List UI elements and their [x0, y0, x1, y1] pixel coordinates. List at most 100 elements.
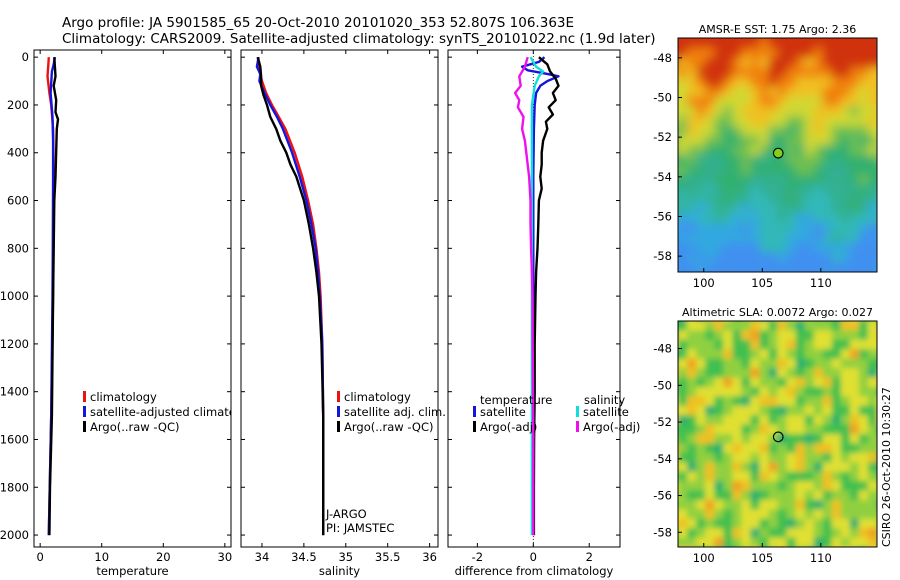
map-cell — [723, 537, 733, 547]
map-cell — [822, 174, 833, 185]
map-cell — [813, 396, 824, 407]
map-cell — [732, 471, 742, 482]
map-cell — [813, 386, 824, 397]
map-cell — [759, 86, 770, 98]
map-cell — [732, 396, 742, 407]
map-cell — [741, 174, 751, 185]
map-cell — [759, 518, 770, 529]
map-cell — [759, 125, 770, 137]
map-cell — [786, 164, 797, 176]
map-cell — [705, 77, 715, 88]
map-cell — [696, 155, 706, 166]
map-cell — [759, 339, 770, 350]
map-cell — [723, 321, 733, 332]
map-cell — [750, 518, 761, 529]
map-cell — [786, 86, 797, 98]
map-cell — [858, 405, 869, 416]
map-cell — [777, 125, 788, 137]
map-cell — [678, 471, 688, 482]
map-cell — [804, 145, 815, 156]
map-cell — [867, 349, 877, 360]
map-cell — [759, 499, 770, 510]
map-cell — [822, 67, 833, 78]
map-cell — [705, 174, 715, 185]
map-cell — [849, 184, 860, 195]
map-cell — [768, 471, 779, 482]
map-cell — [813, 509, 824, 520]
map-cell — [786, 125, 797, 137]
y-tick-label: 400 — [7, 146, 29, 160]
map-cell — [696, 499, 706, 510]
map-cell — [804, 233, 815, 244]
map-cell — [831, 252, 842, 263]
x-tick-label: 30 — [218, 550, 233, 564]
map-cell — [732, 145, 742, 156]
map-cell — [768, 415, 779, 426]
map-cell — [804, 339, 815, 350]
map-cell — [858, 57, 869, 68]
map-cell — [831, 262, 842, 272]
map-cell — [714, 368, 724, 379]
legend-swatch — [473, 406, 476, 417]
series-line-salinity-argo-adj — [513, 56, 535, 536]
map-cell — [696, 86, 706, 98]
map-cell — [741, 547, 751, 557]
map-cell — [777, 396, 788, 407]
map-cell — [822, 106, 833, 117]
map-cell — [678, 86, 688, 98]
map-cell — [705, 213, 715, 224]
map-cell — [759, 330, 770, 341]
map-cell — [723, 135, 733, 146]
map-cell — [804, 509, 815, 520]
map-cell — [822, 424, 833, 435]
map-cell — [678, 145, 679, 156]
map-cell — [877, 155, 887, 165]
map-cell — [840, 57, 851, 68]
map-cell — [804, 396, 815, 407]
map-cell — [741, 499, 751, 510]
map-cell — [831, 509, 842, 520]
map-cell — [831, 164, 842, 176]
map-cell — [723, 386, 733, 397]
map-cell — [849, 462, 860, 473]
map-cell — [723, 405, 733, 416]
map-cell — [813, 213, 824, 224]
map-cell — [750, 405, 761, 416]
map-cell — [831, 490, 842, 501]
map-cell — [831, 242, 842, 254]
map-cell — [795, 242, 806, 254]
map-cell — [813, 528, 824, 539]
map-cell — [822, 434, 833, 445]
map-cell — [723, 174, 733, 185]
map-cell — [759, 155, 770, 166]
map-cell — [741, 47, 751, 59]
map-cell — [822, 213, 833, 224]
map-cell — [795, 452, 806, 463]
map-cell — [714, 471, 724, 482]
footer-timestamp: CSIRO 26-Oct-2010 10:30:27 — [880, 387, 893, 547]
map-cell — [786, 57, 797, 68]
map-cell — [723, 528, 733, 539]
map-cell — [877, 126, 887, 136]
map-cell — [678, 528, 688, 539]
map-cell — [777, 174, 788, 185]
map-cell — [786, 203, 797, 215]
map-cell — [867, 396, 877, 407]
map-cell — [768, 377, 779, 388]
map-cell — [678, 330, 688, 341]
map-cell — [795, 358, 806, 369]
map-cell — [831, 518, 842, 529]
map-x-tick-label: 110 — [810, 276, 832, 290]
map-cell — [678, 164, 688, 176]
map-cell — [840, 47, 851, 59]
map-cell — [840, 233, 851, 244]
map-cell — [813, 471, 824, 482]
map-cell — [858, 125, 869, 137]
map-cell — [705, 481, 715, 492]
map-cell — [750, 242, 761, 254]
map-cell — [678, 396, 679, 407]
map-cell — [768, 330, 779, 341]
map-cell — [678, 434, 688, 445]
map-cell — [759, 396, 770, 407]
map-cell — [813, 368, 824, 379]
